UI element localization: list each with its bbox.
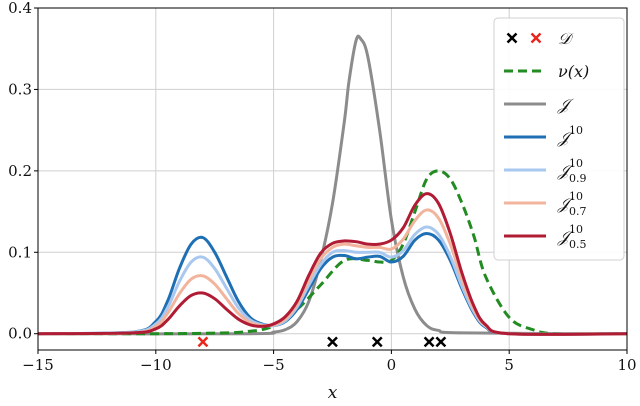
- data-point-black: [371, 336, 383, 348]
- marker-stroke: [327, 336, 338, 348]
- x-tick-label: 10: [617, 356, 636, 374]
- x-axis-label: x: [328, 383, 338, 403]
- series-line-J10_09: [37, 225, 628, 336]
- legend-subscript: 0.9: [569, 172, 587, 185]
- series-line-J: [37, 34, 628, 336]
- x-tick-label: 0: [387, 356, 397, 374]
- legend-marker-black: [506, 32, 518, 44]
- y-tick-label: 0.0: [8, 325, 32, 343]
- marker-stroke: [435, 336, 447, 348]
- series-layer: [37, 34, 628, 336]
- legend-subscript: 0.7: [569, 205, 587, 218]
- series-line-J10_05: [37, 192, 628, 336]
- legend-superscript: 10: [569, 157, 583, 170]
- legend-subscript: 0.5: [569, 238, 587, 251]
- y-tick-label: 0.2: [8, 162, 32, 180]
- marker-stroke: [530, 32, 542, 44]
- legend-marker-red: [530, 32, 542, 44]
- data-point-black: [423, 336, 435, 348]
- data-point-red: [197, 336, 209, 348]
- series-line-J10_07: [37, 208, 628, 336]
- y-tick-label: 0.4: [8, 0, 32, 17]
- x-tick-label: −15: [22, 356, 54, 374]
- data-point-black: [327, 336, 338, 348]
- y-tick-label: 0.3: [8, 80, 32, 98]
- y-tick-label: 0.1: [8, 243, 32, 261]
- plot-frame: [37, 7, 628, 351]
- data-point-black: [435, 336, 447, 348]
- marker-stroke: [423, 336, 435, 348]
- legend-box: [493, 17, 625, 261]
- marker-stroke: [506, 32, 518, 44]
- marker-stroke: [197, 336, 209, 348]
- legend-label-J10_09: 𝒥10 0.9: [557, 157, 587, 185]
- marker-stroke: [371, 336, 383, 348]
- x-tick-label: 5: [504, 356, 514, 374]
- legend-label-D: 𝒟: [558, 29, 574, 48]
- legend-label-nu: ν(x): [558, 62, 589, 81]
- legend-superscript: 10: [569, 223, 583, 236]
- legend-superscript: 10: [569, 124, 583, 137]
- axes: −15 −10 −5 0 5 10 0.0 0.1 0.2 0.3 0.4: [8, 0, 636, 374]
- x-tick-label: −5: [263, 356, 285, 374]
- series-line-J10: [37, 232, 628, 336]
- x-tick-label: −10: [140, 356, 172, 374]
- data-points-layer: [197, 336, 447, 348]
- legend-superscript: 10: [569, 190, 583, 203]
